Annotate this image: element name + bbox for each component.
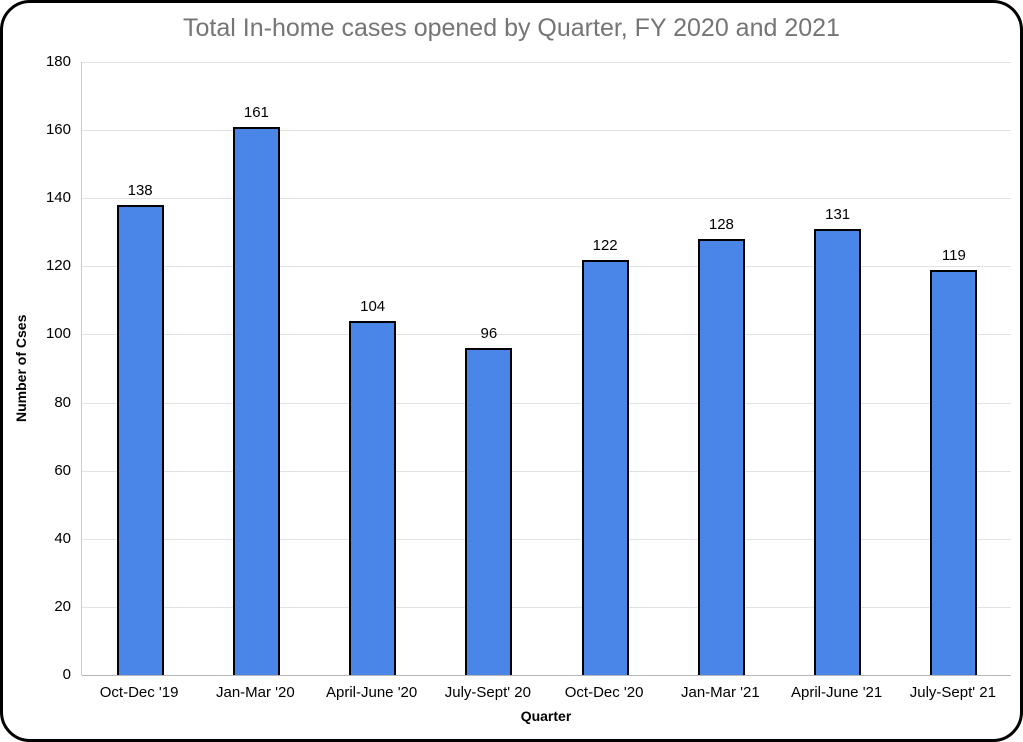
x-tick-label: July-Sept' 20	[444, 684, 531, 701]
gridline	[82, 62, 1011, 63]
y-tick-label: 100	[45, 325, 71, 343]
x-tick-label: Oct-Dec '20	[564, 684, 644, 701]
x-tick-label: Oct-Dec '19	[99, 684, 179, 701]
y-tick-label: 120	[45, 257, 71, 275]
y-tick-label: 140	[45, 189, 71, 207]
bar	[349, 320, 397, 675]
bar-value-label: 138	[127, 182, 153, 200]
bar	[465, 348, 513, 675]
gridline	[82, 606, 1011, 608]
y-tick-label: 60	[54, 461, 71, 479]
bar	[232, 126, 280, 675]
y-tick-label: 80	[54, 393, 71, 411]
x-tick-label: Jan-Mar '20	[216, 684, 295, 701]
x-tick-label: April-June '21	[791, 684, 883, 701]
bar	[116, 205, 164, 675]
x-tick-label: Jan-Mar '21	[681, 684, 760, 701]
x-tick-label: April-June '20	[326, 684, 418, 701]
y-tick-label: 40	[54, 529, 71, 547]
x-axis-title: Quarter	[520, 708, 572, 724]
bar	[697, 239, 745, 675]
gridline	[82, 266, 1011, 268]
plot-area: 138 161 104 96 122 128 131 119	[81, 62, 1011, 676]
gridline	[82, 402, 1011, 404]
bar-value-label: 128	[708, 216, 734, 234]
y-axis-title: Number of Cses	[13, 314, 29, 423]
gridline	[82, 334, 1011, 336]
bar-value-label: 96	[480, 325, 498, 343]
gridline	[82, 538, 1011, 540]
x-tick-label: July-Sept' 21	[909, 684, 996, 701]
bar	[814, 228, 862, 675]
chart-title: Total In-home cases opened by Quarter, F…	[183, 14, 840, 42]
gridline	[82, 198, 1011, 200]
bar-value-label: 122	[592, 236, 618, 254]
bar	[581, 259, 629, 675]
bar	[930, 269, 978, 675]
gridline	[82, 470, 1011, 472]
y-tick-label: 0	[62, 666, 71, 683]
bar-value-label: 161	[243, 103, 269, 121]
bar-value-label: 119	[941, 246, 966, 264]
bar-value-label: 131	[825, 205, 851, 223]
gridline	[82, 130, 1011, 132]
bar-value-label: 104	[360, 297, 386, 315]
gridline	[82, 675, 1011, 676]
y-tick-label: 160	[45, 121, 71, 139]
y-tick-label: 180	[45, 53, 71, 70]
y-tick-label: 20	[54, 597, 71, 615]
